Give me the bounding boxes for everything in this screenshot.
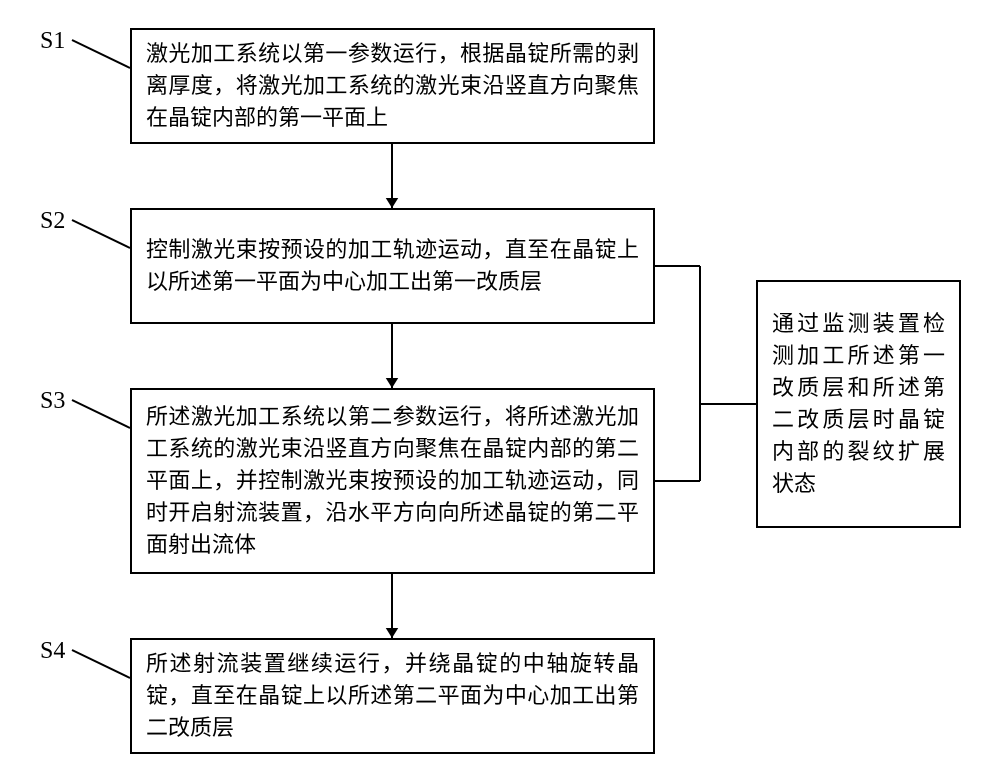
diagram-canvas: 激光加工系统以第一参数运行，根据晶锭所需的剥离厚度，将激光加工系统的激光束沿竖直… — [0, 0, 1000, 778]
step-s1-text: 激光加工系统以第一参数运行，根据晶锭所需的剥离厚度，将激光加工系统的激光束沿竖直… — [146, 38, 639, 134]
side-note-text: 通过监测装置检测加工所述第一改质层和所述第二改质层时晶锭内部的裂纹扩展状态 — [772, 308, 945, 499]
label-s3: S3 — [40, 388, 65, 415]
step-s3-text: 所述激光加工系统以第二参数运行，将所述激光加工系统的激光束沿竖直方向聚焦在晶锭内… — [146, 401, 639, 560]
step-s2-text: 控制激光束按预设的加工轨迹运动，直至在晶锭上以所述第一平面为中心加工出第一改质层 — [146, 234, 639, 298]
step-s3-box: 所述激光加工系统以第二参数运行，将所述激光加工系统的激光束沿竖直方向聚焦在晶锭内… — [130, 388, 655, 574]
step-s4-box: 所述射流装置继续运行，并绕晶锭的中轴旋转晶锭，直至在晶锭上以所述第二平面为中心加… — [130, 638, 655, 754]
side-note-box: 通过监测装置检测加工所述第一改质层和所述第二改质层时晶锭内部的裂纹扩展状态 — [756, 280, 961, 528]
step-s1-box: 激光加工系统以第一参数运行，根据晶锭所需的剥离厚度，将激光加工系统的激光束沿竖直… — [130, 28, 655, 144]
label-s1: S1 — [40, 28, 65, 55]
label-s4: S4 — [40, 638, 65, 665]
step-s4-text: 所述射流装置继续运行，并绕晶锭的中轴旋转晶锭，直至在晶锭上以所述第二平面为中心加… — [146, 648, 639, 744]
label-s2: S2 — [40, 208, 65, 235]
step-s2-box: 控制激光束按预设的加工轨迹运动，直至在晶锭上以所述第一平面为中心加工出第一改质层 — [130, 208, 655, 324]
